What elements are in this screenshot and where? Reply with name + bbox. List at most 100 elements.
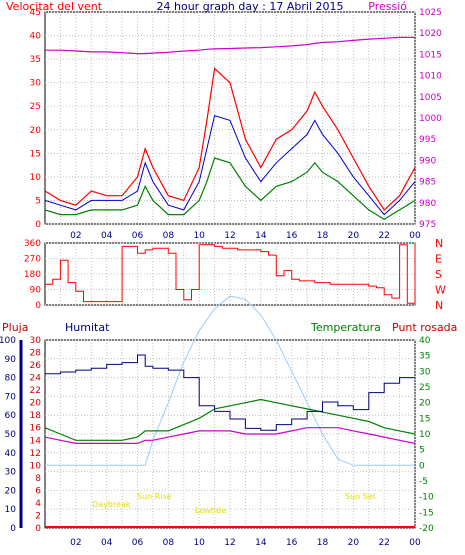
temp-ytick: 20 (419, 399, 431, 409)
rain-ytick: 24 (30, 374, 42, 384)
wind-xtick: 00 (409, 231, 421, 241)
rain-ytick: 20 (30, 399, 42, 409)
rain-ytick: 10 (30, 461, 42, 471)
humidity-ytick: 70 (5, 392, 17, 402)
rain-ytick: 28 (30, 349, 42, 359)
pressure-line (45, 36, 415, 55)
hum-xtick: 06 (132, 538, 144, 548)
temp-ytick: 5 (419, 446, 425, 456)
wind-xtick: 18 (317, 231, 329, 241)
wind-xtick: 10 (193, 231, 205, 241)
temp-ytick: 0 (419, 461, 425, 471)
pressure-ytick: 1000 (419, 114, 442, 124)
humidity-ytick: 90 (5, 355, 17, 365)
direction-compass-label: W (435, 284, 446, 297)
humidity-ytick: 60 (5, 411, 17, 421)
wind-xtick: 14 (255, 231, 267, 241)
wind-xtick: 02 (70, 231, 81, 241)
pressure-ytick: 1025 (419, 8, 442, 18)
dir-ytick: 90 (30, 286, 42, 296)
hum-xtick: 12 (224, 538, 235, 548)
humidity-line (45, 354, 415, 431)
hum-xtick: 18 (317, 538, 329, 548)
wind-ytick: 45 (30, 8, 41, 18)
rain-ytick: 26 (30, 361, 42, 371)
rain-ytick: 18 (30, 411, 42, 421)
wind-ytick: 25 (30, 102, 41, 112)
generated-marks: 0510152025303540459759809859909951000100… (0, 8, 446, 548)
hum-xtick: 14 (255, 538, 267, 548)
wind-xtick: 22 (378, 231, 389, 241)
rain-ytick: 4 (35, 499, 41, 509)
pressure-ytick: 995 (419, 135, 436, 145)
hum-xtick: 10 (193, 538, 205, 548)
temp-ytick: 35 (419, 352, 430, 362)
temp-ytick: -15 (419, 508, 434, 518)
wind-ytick: 5 (35, 196, 41, 206)
humidity-ytick: 40 (5, 449, 17, 459)
dewpoint-label: Punt rosada (392, 321, 457, 334)
wind-speed-line (44, 114, 416, 216)
sun-elevation-line (45, 295, 415, 466)
temp-ytick: 10 (419, 430, 431, 440)
direction-compass-label: N (435, 299, 443, 312)
humidity-ytick: 50 (5, 430, 17, 440)
wind-speed-label: Velocitat del vent (6, 0, 103, 13)
temp-ytick: 25 (419, 383, 430, 393)
rain-label: Pluja (2, 321, 28, 334)
chart-title: 24 hour graph day : 17 Abril 2015 (157, 0, 344, 13)
daybreak-label: Daybreak (92, 500, 131, 509)
pressure-ytick: 985 (419, 178, 436, 188)
wind-ytick: 30 (30, 79, 42, 89)
temp-ytick: -10 (419, 493, 434, 503)
wind-ytick: 10 (30, 173, 42, 183)
pressure-ytick: 980 (419, 199, 436, 209)
temp-ytick: -20 (419, 524, 434, 534)
wind-xtick: 06 (132, 231, 144, 241)
lowtide-label: Lowtide (195, 506, 226, 515)
humidity-ytick: 20 (5, 486, 17, 496)
humidity-label: Humitat (65, 321, 110, 334)
wind-ytick: 40 (30, 32, 42, 42)
rain-ytick: 2 (35, 511, 41, 521)
rain-ytick: 14 (30, 436, 42, 446)
temperature-label: Temperatura (310, 321, 381, 334)
dewpoint-line (44, 427, 416, 444)
hum-xtick: 00 (409, 538, 421, 548)
hum-xtick: 16 (286, 538, 298, 548)
sunset-label: Sun Set (345, 492, 376, 501)
wind-ytick: 15 (30, 149, 41, 159)
pressure-ytick: 1005 (419, 93, 442, 103)
pressure-ytick: 1015 (419, 50, 442, 60)
wind-ytick: 20 (30, 126, 42, 136)
rain-ytick: 12 (30, 449, 41, 459)
pressure-label: Pressió (368, 0, 407, 13)
dir-ytick: 180 (24, 270, 41, 280)
pressure-ytick: 990 (419, 156, 436, 166)
dir-ytick: 360 (24, 239, 41, 249)
temperature-line (44, 398, 416, 441)
sunrise-label: Sun Rise (137, 492, 172, 501)
hum-xtick: 08 (163, 538, 175, 548)
rain-ytick: 8 (35, 474, 41, 484)
pressure-ytick: 1020 (419, 29, 442, 39)
wind-avg-line (44, 157, 416, 221)
wind-xtick: 20 (348, 231, 360, 241)
temp-ytick: 40 (419, 336, 431, 346)
direction-compass-label: E (435, 253, 442, 266)
wind-xtick: 16 (286, 231, 298, 241)
humidity-ytick: 30 (5, 468, 17, 478)
temp-ytick: -5 (419, 477, 428, 487)
direction-compass-label: S (435, 268, 442, 281)
wind-xtick: 04 (101, 231, 113, 241)
rain-ytick: 16 (30, 424, 42, 434)
temp-ytick: 30 (419, 367, 431, 377)
pressure-ytick: 975 (419, 220, 436, 230)
temp-ytick: 15 (419, 414, 430, 424)
rain-ytick: 6 (35, 486, 41, 496)
humidity-ytick: 0 (10, 524, 16, 534)
rain-ytick: 22 (30, 386, 41, 396)
wind-xtick: 12 (224, 231, 235, 241)
